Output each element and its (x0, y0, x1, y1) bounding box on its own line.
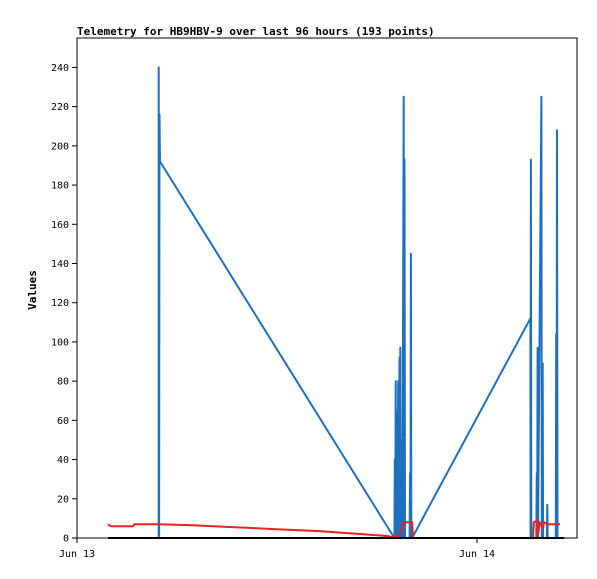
y-axis-label: Values (26, 270, 39, 310)
plot-frame (76, 37, 578, 539)
y-tick-label: 40 (57, 455, 69, 466)
y-tick-label: 160 (51, 220, 69, 231)
y-tick-label: 20 (57, 494, 69, 505)
y-tick-label: 180 (51, 181, 69, 192)
y-tick-label: 60 (57, 416, 69, 427)
x-tick-label: Jun 13 (59, 549, 95, 560)
y-tick-label: 220 (51, 102, 69, 113)
series-line-2 (107, 519, 560, 539)
y-tick-label: 100 (51, 337, 69, 348)
chart-title: Telemetry for HB9HBV-9 over last 96 hour… (77, 25, 435, 38)
y-axis: 0 20 40 60 80 100 120 140 160 180 200 220 240 (51, 63, 77, 545)
y-tick-label: 0 (63, 534, 69, 545)
x-tick-label: Jun 14 (459, 549, 495, 560)
series-layer (107, 66, 565, 539)
y-tick-label: 80 (57, 377, 69, 388)
y-tick-label: 120 (51, 298, 69, 309)
x-axis: Jun 13 Jun 14 (59, 538, 495, 560)
series-line-1 (157, 66, 559, 539)
y-tick-label: 240 (51, 63, 69, 74)
y-tick-label: 140 (51, 259, 69, 270)
y-tick-label: 200 (51, 141, 69, 152)
